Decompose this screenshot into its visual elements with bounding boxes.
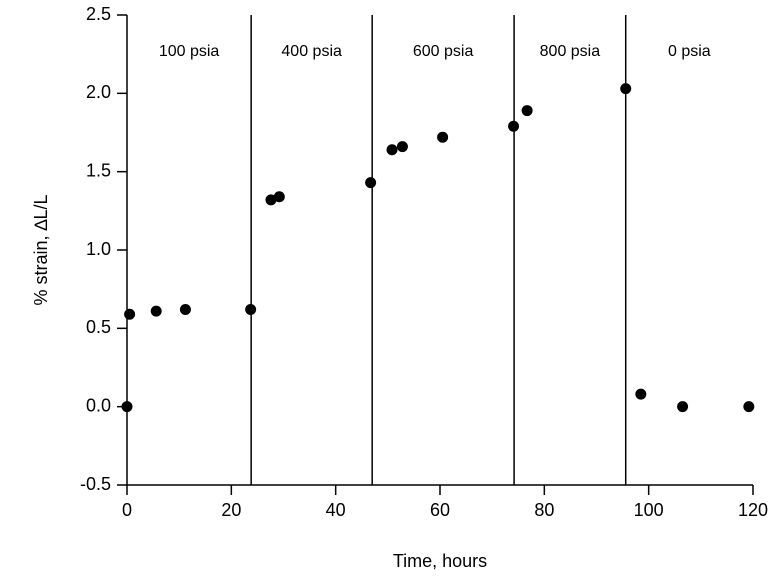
x-axis-label: Time, hours <box>393 551 487 571</box>
data-point <box>677 401 689 413</box>
phase-label: 100 psia <box>159 43 220 60</box>
data-point <box>179 304 191 316</box>
data-point <box>150 305 162 317</box>
y-tick-label: 2.0 <box>86 82 111 102</box>
y-tick-label: 0.5 <box>86 317 111 337</box>
x-tick-label: 20 <box>221 500 241 520</box>
data-point <box>386 144 398 156</box>
data-point <box>620 83 632 95</box>
data-point <box>365 177 377 189</box>
data-point <box>396 141 408 153</box>
x-tick-label: 80 <box>534 500 554 520</box>
phase-label: 0 psia <box>668 43 711 60</box>
data-point <box>273 191 285 203</box>
x-tick-label: 40 <box>326 500 346 520</box>
y-axis-label: % strain, ∆L/L <box>31 194 51 305</box>
phase-label: 800 psia <box>540 43 601 60</box>
data-point <box>245 304 257 316</box>
data-point <box>521 105 533 117</box>
x-tick-label: 0 <box>122 500 132 520</box>
phase-label: 400 psia <box>281 43 342 60</box>
data-point <box>508 120 520 132</box>
data-point <box>121 401 133 413</box>
y-tick-label: 1.5 <box>86 160 111 180</box>
data-point <box>635 388 647 400</box>
data-point <box>743 401 755 413</box>
data-point <box>124 308 136 320</box>
data-point <box>265 194 277 206</box>
y-tick-label: 1.0 <box>86 239 111 259</box>
y-tick-label: -0.5 <box>80 474 111 494</box>
x-tick-label: 120 <box>738 500 768 520</box>
phase-label: 600 psia <box>413 43 474 60</box>
data-point <box>437 131 449 143</box>
x-tick-label: 100 <box>634 500 664 520</box>
x-tick-label: 60 <box>430 500 450 520</box>
y-tick-label: 2.5 <box>86 4 111 24</box>
y-tick-label: 0.0 <box>86 395 111 415</box>
